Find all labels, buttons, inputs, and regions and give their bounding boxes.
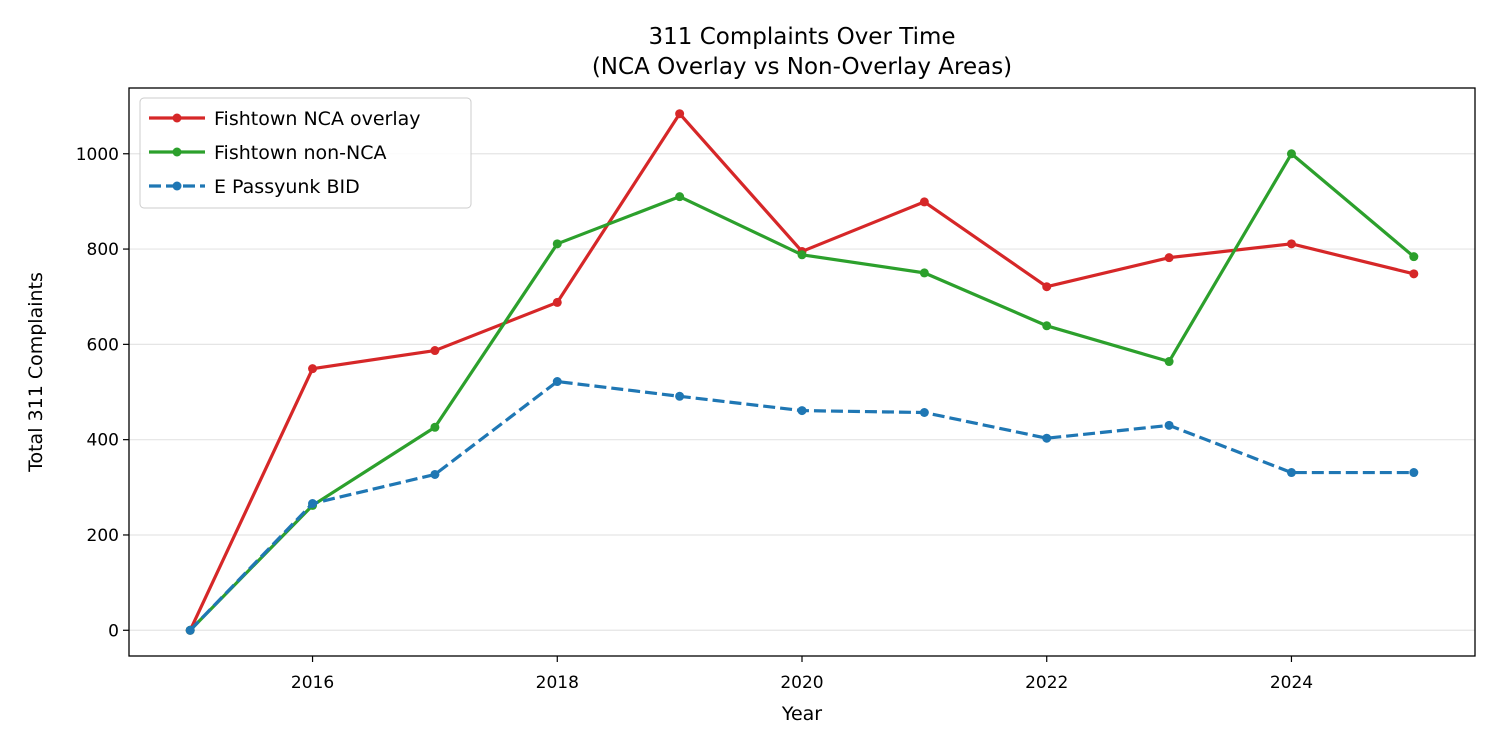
y-tick-label: 400 (87, 431, 119, 451)
x-axis-label: Year (781, 703, 822, 725)
data-point (1042, 433, 1052, 443)
x-tick-label: 2020 (780, 673, 823, 693)
data-point (430, 422, 440, 432)
data-point (552, 239, 562, 249)
data-point (797, 406, 807, 416)
data-point (1409, 269, 1419, 279)
data-point (552, 297, 562, 307)
legend: Fishtown NCA overlay Fishtown non-NCA E Pa… (139, 97, 472, 209)
chart-title: 311 Complaints Over Time (648, 24, 955, 50)
data-point (1042, 282, 1052, 292)
data-point (430, 469, 440, 479)
series-line-2 (189, 379, 1414, 632)
y-tick-label: 200 (87, 526, 119, 546)
data-point (1164, 253, 1174, 263)
legend-label: E Passyunk BID (214, 176, 360, 198)
y-tick-label: 600 (87, 335, 119, 355)
data-point (1409, 252, 1419, 262)
data-point (675, 192, 685, 202)
data-point (919, 408, 929, 418)
data-point (185, 625, 195, 635)
data-point (675, 391, 685, 401)
data-point (1164, 420, 1174, 430)
x-tick-label: 2018 (536, 673, 579, 693)
x-tick-label: 2022 (1025, 673, 1068, 693)
x-tick-label: 2024 (1270, 673, 1313, 693)
data-point (675, 109, 685, 119)
legend-label: Fishtown NCA overlay (214, 108, 421, 130)
data-point (1409, 468, 1419, 478)
data-point (1164, 357, 1174, 367)
data-point (1286, 468, 1296, 478)
data-point (552, 377, 562, 387)
data-point (919, 197, 929, 207)
legend-marker (172, 181, 182, 191)
data-point (308, 499, 318, 509)
y-tick-label: 1000 (76, 145, 119, 165)
legend-marker (172, 147, 182, 157)
legend-marker (172, 113, 182, 123)
y-tick-label: 800 (87, 240, 119, 260)
legend-label: Fishtown non-NCA (214, 142, 387, 164)
data-point (1042, 321, 1052, 331)
data-point (430, 346, 440, 356)
legend-box (139, 97, 472, 209)
chart-subtitle: (NCA Overlay vs Non-Overlay Areas) (592, 54, 1012, 80)
x-tick-label: 2016 (291, 673, 334, 693)
data-point (1286, 149, 1296, 159)
y-tick-label: 0 (108, 621, 119, 641)
y-axis-label: Total 311 Complaints (25, 272, 47, 473)
series-line-1 (189, 152, 1415, 632)
data-point (308, 364, 318, 374)
data-point (1286, 239, 1296, 249)
data-point (797, 250, 807, 260)
data-point (919, 268, 929, 278)
